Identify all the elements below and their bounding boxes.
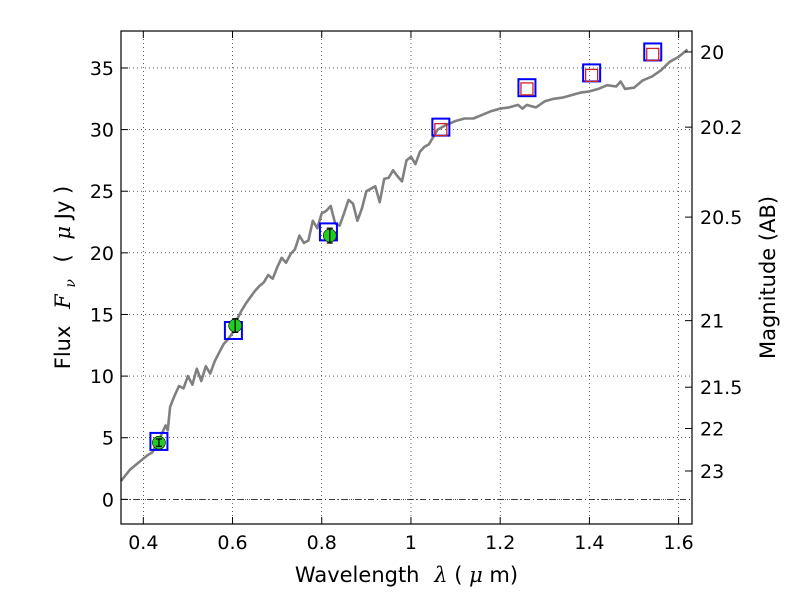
sed-model-line — [119, 48, 689, 482]
x-tick-label: 1.4 — [574, 532, 604, 554]
y-axis-label-nu: ν — [63, 279, 79, 288]
x-axis-label-unit-open: ( — [454, 563, 462, 587]
x-axis-label-text: Wavelength — [295, 563, 420, 587]
x-tick-label: 1.2 — [485, 532, 515, 554]
y-tick-label: 0 — [102, 489, 114, 511]
axis-ticks: 0.4 0.6 0.8 1 1.2 1.4 1.6 0 5 10 15 20 25 30 35 20 20.2 2… — [90, 31, 742, 554]
x-tick-label: 0.8 — [307, 532, 337, 554]
y-tick-label: 25 — [90, 181, 114, 203]
y2-tick-label: 20.5 — [700, 207, 742, 229]
y-axis-label: Flux F ν ( μ Jy ) — [51, 186, 80, 370]
x-axis-label: Wavelength λ ( μ m) — [295, 563, 518, 587]
y-tick-label: 20 — [90, 243, 114, 265]
y2-tick-label: 22 — [700, 418, 724, 440]
y-tick-label: 30 — [90, 120, 114, 142]
y2-tick-label: 23 — [700, 461, 724, 483]
y-axis-label-unit-mu: μ — [51, 226, 75, 240]
x-tick-label: 0.6 — [217, 532, 247, 554]
y2-tick-label: 21.5 — [700, 377, 742, 399]
y-tick-label: 10 — [90, 366, 114, 388]
x-axis-label-unit-mu: μ — [469, 563, 483, 587]
model-photometry-square — [517, 78, 537, 98]
plot-frame — [120, 30, 693, 525]
data-layer — [119, 42, 689, 482]
y2-tick-label: 20.2 — [700, 117, 742, 139]
x-tick-label: 1.6 — [664, 532, 694, 554]
y-tick-label: 5 — [102, 428, 114, 450]
y-axis-label-unit-open: ( — [51, 254, 75, 262]
observed-nir-square — [520, 82, 534, 96]
y2-tick-label: 20 — [700, 42, 724, 64]
y2-tick-label: 21 — [700, 311, 724, 333]
x-axis-label-lambda: λ — [433, 563, 447, 587]
observed-nir-square — [646, 47, 660, 62]
observed-nir-square — [584, 68, 599, 83]
y-axis-label-f: F — [51, 293, 75, 310]
y-tick-label: 15 — [90, 304, 114, 326]
y-axis-label-unit-close: Jy ) — [51, 186, 75, 222]
model-photometry-square — [149, 431, 169, 451]
grid-lines — [121, 31, 692, 524]
y-axis-label-text: Flux — [51, 326, 75, 370]
x-axis-label-unit-close: m) — [489, 563, 518, 587]
y2-axis-label: Magnitude (AB) — [756, 196, 780, 359]
observed-nir-square — [434, 122, 448, 137]
x-tick-label: 1 — [405, 532, 417, 554]
y-tick-label: 35 — [90, 58, 114, 80]
x-tick-label: 0.4 — [128, 532, 158, 554]
